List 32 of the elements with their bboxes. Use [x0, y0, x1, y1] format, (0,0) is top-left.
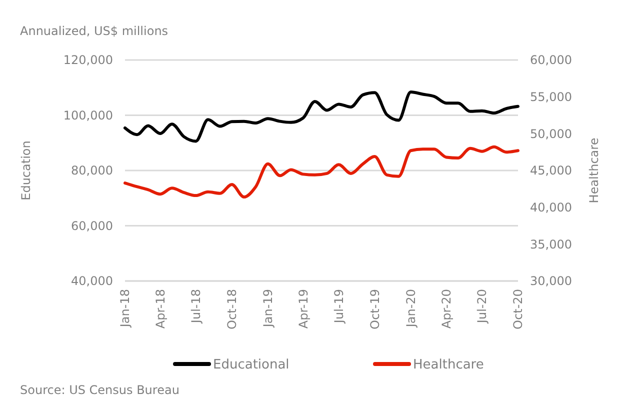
- y2-tick-label: 40,000: [530, 200, 572, 215]
- legend-label: Educational: [213, 358, 290, 373]
- y2-tick-label: 50,000: [530, 126, 572, 141]
- y-tick-label: 80,000: [71, 164, 113, 178]
- line-series: [124, 145, 520, 199]
- legend-label: Healthcare: [413, 358, 484, 373]
- x-tick-label: Oct-19: [368, 289, 382, 330]
- y2-tick-label: 30,000: [530, 274, 572, 288]
- x-tick-label: Jul-20: [475, 289, 490, 324]
- x-tick-label: Apr-20: [440, 289, 454, 329]
- x-tick-label: Oct-18: [225, 289, 240, 330]
- x-tick-label: Oct-20: [511, 289, 526, 330]
- y2-tick-label: 55,000: [530, 90, 572, 104]
- x-tick-label: Jan-19: [261, 289, 276, 328]
- y-tick-label: 40,000: [71, 274, 113, 288]
- y-tick-label: 100,000: [63, 108, 113, 122]
- x-tick-label: Jan-20: [404, 289, 418, 328]
- y2-axis-title: Healthcare: [587, 138, 601, 204]
- y-axis-title: Education: [19, 140, 33, 200]
- y2-tick-label: 45,000: [530, 164, 572, 178]
- x-tick-label: Jul-18: [189, 289, 204, 324]
- x-tick-label: Apr-18: [153, 289, 168, 329]
- y-tick-label: 120,000: [63, 53, 113, 68]
- source-note: Source: US Census Bureau: [20, 383, 180, 397]
- x-tick-label: Jan-18: [118, 289, 132, 328]
- y-tick-label: 60,000: [71, 218, 113, 233]
- x-tick-label: Apr-19: [296, 289, 310, 329]
- chart-title: Annualized, US$ millions: [20, 24, 168, 38]
- y2-tick-label: 35,000: [530, 237, 572, 252]
- line-series: [124, 90, 520, 143]
- y2-tick-label: 60,000: [530, 53, 572, 68]
- x-tick-label: Jul-19: [332, 289, 346, 324]
